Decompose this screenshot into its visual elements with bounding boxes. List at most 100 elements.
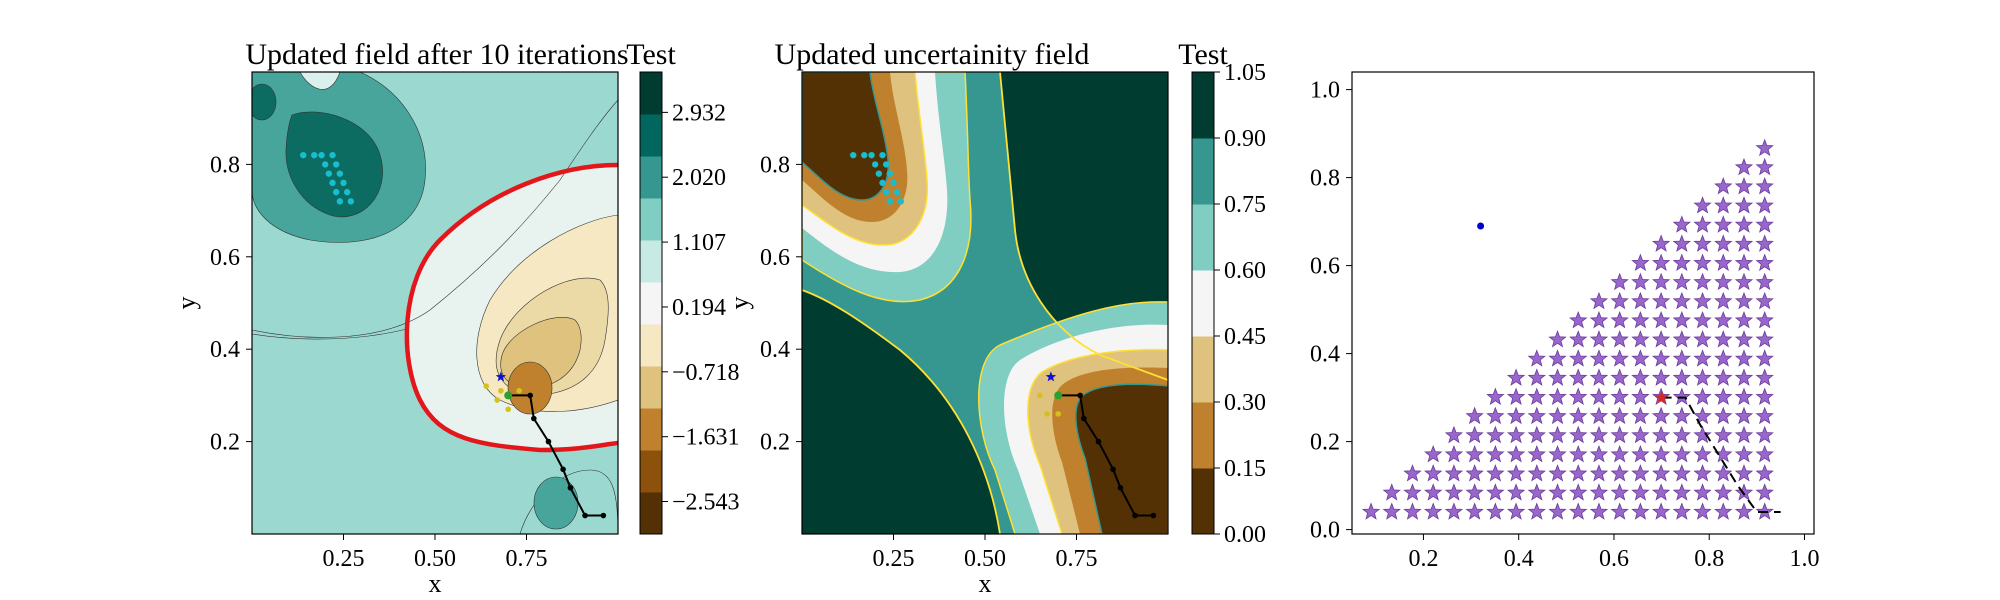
grid-star (1693, 272, 1712, 291)
panel3-ytick-label: 0.0 (1310, 518, 1340, 544)
grid-star (1734, 253, 1754, 271)
panel1-colorbar-band (640, 282, 662, 325)
grid-star (1714, 196, 1733, 214)
grid-star (1486, 425, 1505, 444)
grid-star (1527, 464, 1546, 482)
star-grid-markers (1477, 222, 1781, 513)
grid-star (1651, 234, 1671, 252)
grid-star (1672, 253, 1691, 271)
cyan-point (879, 151, 886, 159)
yellow-point (1044, 411, 1051, 417)
grid-star (1734, 234, 1754, 252)
grid-star (1734, 502, 1754, 520)
panel2-colorbar-label: 0.45 (1224, 324, 1266, 350)
grid-star (1631, 291, 1650, 310)
yellow-point (1055, 411, 1061, 417)
grid-star (1714, 176, 1733, 195)
path-point (527, 392, 533, 399)
grid-star (1714, 406, 1733, 425)
grid-star (1672, 444, 1691, 463)
panel1-colorbar-band (640, 114, 662, 157)
panel2-colorbar-frame (1191, 71, 1215, 535)
panel1-colorbar-band (640, 366, 662, 409)
panel3-xtick-label: 0.8 (1694, 546, 1724, 572)
panel1-ytick-label: 0.6 (210, 245, 240, 271)
grid-star (1672, 234, 1691, 252)
grid-star (1672, 406, 1691, 425)
grid-star (1693, 330, 1712, 348)
panel-uncertainty: Updated uncertainity field 0.25 0.50 0.75 … (725, 38, 1266, 598)
grid-star (1444, 483, 1464, 501)
grid-star (1589, 444, 1609, 463)
grid-star (1651, 253, 1671, 271)
grid-star (1693, 444, 1712, 463)
grid-star (1486, 464, 1505, 482)
panel2-colorbar-label: 0.00 (1224, 522, 1266, 548)
grid-star (1486, 387, 1505, 405)
path-point (1095, 438, 1102, 445)
grid-star (1651, 272, 1671, 291)
grid-star (1755, 387, 1774, 405)
grid-star (1465, 406, 1484, 425)
field-contours (252, 72, 618, 534)
path-point (600, 512, 607, 519)
grid-star (1424, 444, 1443, 463)
grid-star (1755, 330, 1774, 348)
path-point (567, 485, 574, 491)
panel1-colorbar-band (640, 198, 662, 241)
cyan-point (872, 161, 879, 168)
grid-star (1589, 425, 1609, 444)
panel3-y-ticks: 0.0 0.2 0.4 0.6 0.8 1.0 (1310, 78, 1352, 544)
grid-star (1734, 272, 1754, 291)
grid-star (1714, 215, 1733, 233)
grid-star (1755, 176, 1774, 195)
panel1-ytick-label: 0.8 (210, 152, 240, 178)
grid-star (1589, 502, 1609, 520)
blue-star (495, 371, 507, 382)
grid-star (1651, 310, 1671, 329)
panel1-colorbar-label: −1.631 (672, 425, 740, 451)
grid-star (1486, 502, 1505, 520)
grid-star (1651, 502, 1671, 520)
panel2-colorbar-band (1192, 270, 1214, 337)
panel1-colorbar-band (640, 156, 662, 199)
unc-yellow-contour-2 (802, 289, 1001, 534)
grid-star (1527, 406, 1546, 425)
grid-star (1651, 444, 1671, 463)
grid-star (1651, 349, 1671, 367)
grid-star (1755, 310, 1774, 329)
grid-star (1631, 387, 1650, 405)
grid-star (1569, 406, 1588, 425)
path-point (1117, 485, 1124, 491)
grid-star (1465, 444, 1484, 463)
grid-star (1734, 406, 1754, 425)
grid-star (1424, 502, 1443, 520)
grid-star (1610, 387, 1629, 405)
grid-star (1403, 464, 1422, 482)
grid-star (1589, 406, 1609, 425)
grid-star (1734, 196, 1754, 214)
cyan-point (336, 170, 344, 177)
panel2-ylabel: y (725, 297, 754, 310)
grid-star (1610, 349, 1629, 367)
grid-star (1506, 406, 1526, 425)
grid-star (1672, 291, 1691, 310)
grid-star (1506, 387, 1526, 405)
panel1-y-ticks: 0.2 0.4 0.6 0.8 (210, 152, 252, 456)
cyan-point (890, 179, 897, 187)
grid-star (1527, 349, 1546, 367)
cyan-point (343, 188, 351, 196)
grid-star (1631, 349, 1650, 367)
grid-star (1734, 215, 1754, 233)
panel1-colorbar: 2.932 2.020 1.107 0.194 −0.718 −1.631 −2.543 (639, 71, 740, 535)
grid-star (1734, 157, 1754, 176)
grid-star (1755, 425, 1774, 444)
panel2-colorbar-label: 0.75 (1224, 192, 1266, 218)
grid-star (1631, 310, 1650, 329)
cyan-point (332, 161, 340, 168)
panel1-colorbar-label: 1.107 (672, 230, 726, 256)
grid-star (1672, 387, 1691, 405)
field-contour-9 (507, 361, 553, 415)
panel1-xtick-label: 0.50 (414, 546, 456, 572)
grid-star (1672, 349, 1691, 367)
